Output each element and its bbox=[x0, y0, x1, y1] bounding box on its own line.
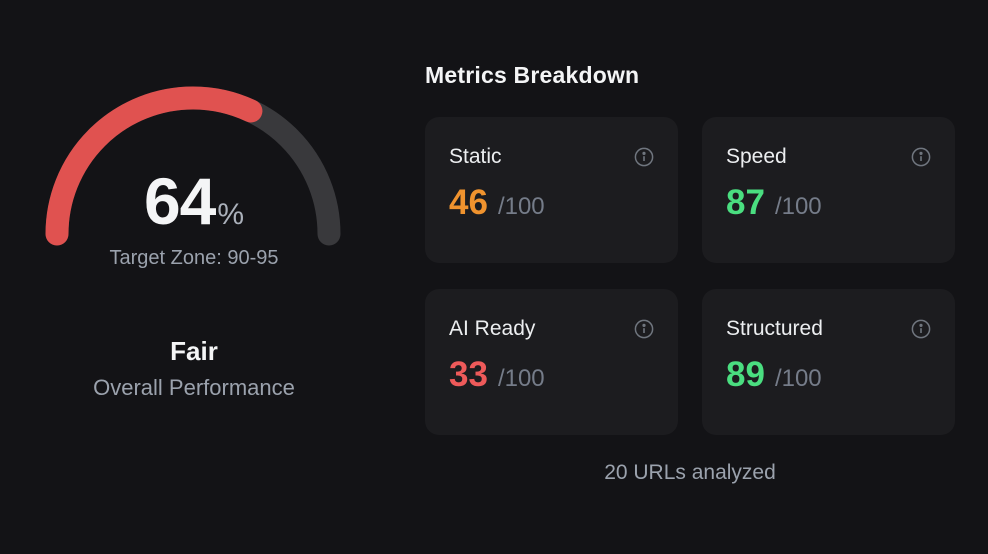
info-icon[interactable] bbox=[634, 147, 654, 167]
metric-label: Structured bbox=[726, 317, 823, 340]
metrics-heading: Metrics Breakdown bbox=[425, 62, 640, 88]
rating-text: Fair bbox=[170, 336, 218, 366]
gauge-progress-arc bbox=[45, 86, 341, 246]
score-number: 64 bbox=[143, 164, 216, 238]
gauge-center-text: 64% Target Zone: 90-95 bbox=[0, 168, 388, 268]
metric-card-ai-ready: AI Ready 33 /100 bbox=[425, 289, 678, 435]
info-icon[interactable] bbox=[911, 319, 931, 339]
metric-denominator: /100 bbox=[497, 365, 545, 392]
urls-analyzed-note: 20 URLs analyzed bbox=[604, 461, 776, 484]
metrics-panel: Metrics Breakdown Static 46 /100 bbox=[425, 62, 955, 485]
metrics-grid: Static 46 /100 Speed bbox=[425, 117, 955, 435]
metric-label: Static bbox=[449, 145, 502, 168]
metric-value: 87 bbox=[726, 183, 765, 222]
metric-denominator: /100 bbox=[774, 193, 822, 220]
score-value: 64% bbox=[0, 168, 388, 234]
metric-label: Speed bbox=[726, 145, 787, 168]
metric-card-speed: Speed 87 /100 bbox=[702, 117, 955, 263]
rating-block: Fair Overall Performance bbox=[0, 338, 388, 399]
metric-value: 89 bbox=[726, 355, 765, 394]
metric-value: 46 bbox=[449, 183, 488, 222]
metric-value: 33 bbox=[449, 355, 488, 394]
metric-denominator: /100 bbox=[774, 365, 822, 392]
metric-label: AI Ready bbox=[449, 317, 536, 340]
info-icon[interactable] bbox=[911, 147, 931, 167]
metric-card-structured: Structured 89 /100 bbox=[702, 289, 955, 435]
info-icon[interactable] bbox=[634, 319, 654, 339]
metric-card-static: Static 46 /100 bbox=[425, 117, 678, 263]
metric-denominator: /100 bbox=[497, 193, 545, 220]
score-gauge bbox=[45, 86, 341, 246]
rating-caption: Overall Performance bbox=[93, 375, 295, 400]
target-zone-label: Target Zone: 90-95 bbox=[109, 247, 279, 269]
percent-sign: % bbox=[217, 198, 245, 231]
overall-score-panel: 64% Target Zone: 90-95 Fair Overall Perf… bbox=[0, 0, 388, 554]
